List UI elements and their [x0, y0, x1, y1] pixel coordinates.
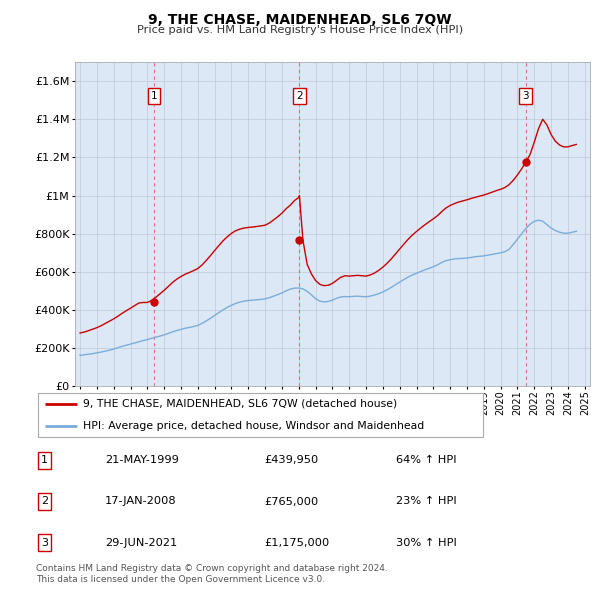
Text: 3: 3: [41, 538, 48, 548]
Text: 30% ↑ HPI: 30% ↑ HPI: [396, 538, 457, 548]
Text: 29-JUN-2021: 29-JUN-2021: [105, 538, 177, 548]
Text: 64% ↑ HPI: 64% ↑ HPI: [396, 455, 457, 465]
Text: 23% ↑ HPI: 23% ↑ HPI: [396, 497, 457, 506]
Text: 9, THE CHASE, MAIDENHEAD, SL6 7QW: 9, THE CHASE, MAIDENHEAD, SL6 7QW: [148, 13, 452, 27]
Text: 21-MAY-1999: 21-MAY-1999: [105, 455, 179, 465]
Text: £765,000: £765,000: [264, 497, 318, 506]
Text: 17-JAN-2008: 17-JAN-2008: [105, 497, 176, 506]
Text: £1,175,000: £1,175,000: [264, 538, 329, 548]
Text: 2: 2: [296, 91, 303, 101]
Text: 1: 1: [151, 91, 157, 101]
Text: Contains HM Land Registry data © Crown copyright and database right 2024.: Contains HM Land Registry data © Crown c…: [36, 565, 388, 573]
Text: This data is licensed under the Open Government Licence v3.0.: This data is licensed under the Open Gov…: [36, 575, 325, 584]
Text: 2: 2: [41, 497, 48, 506]
FancyBboxPatch shape: [38, 393, 483, 437]
Text: £439,950: £439,950: [264, 455, 318, 465]
Text: HPI: Average price, detached house, Windsor and Maidenhead: HPI: Average price, detached house, Wind…: [83, 421, 425, 431]
Text: Price paid vs. HM Land Registry's House Price Index (HPI): Price paid vs. HM Land Registry's House …: [137, 25, 463, 35]
Text: 9, THE CHASE, MAIDENHEAD, SL6 7QW (detached house): 9, THE CHASE, MAIDENHEAD, SL6 7QW (detac…: [83, 399, 398, 409]
Text: 1: 1: [41, 455, 48, 465]
Text: 3: 3: [523, 91, 529, 101]
